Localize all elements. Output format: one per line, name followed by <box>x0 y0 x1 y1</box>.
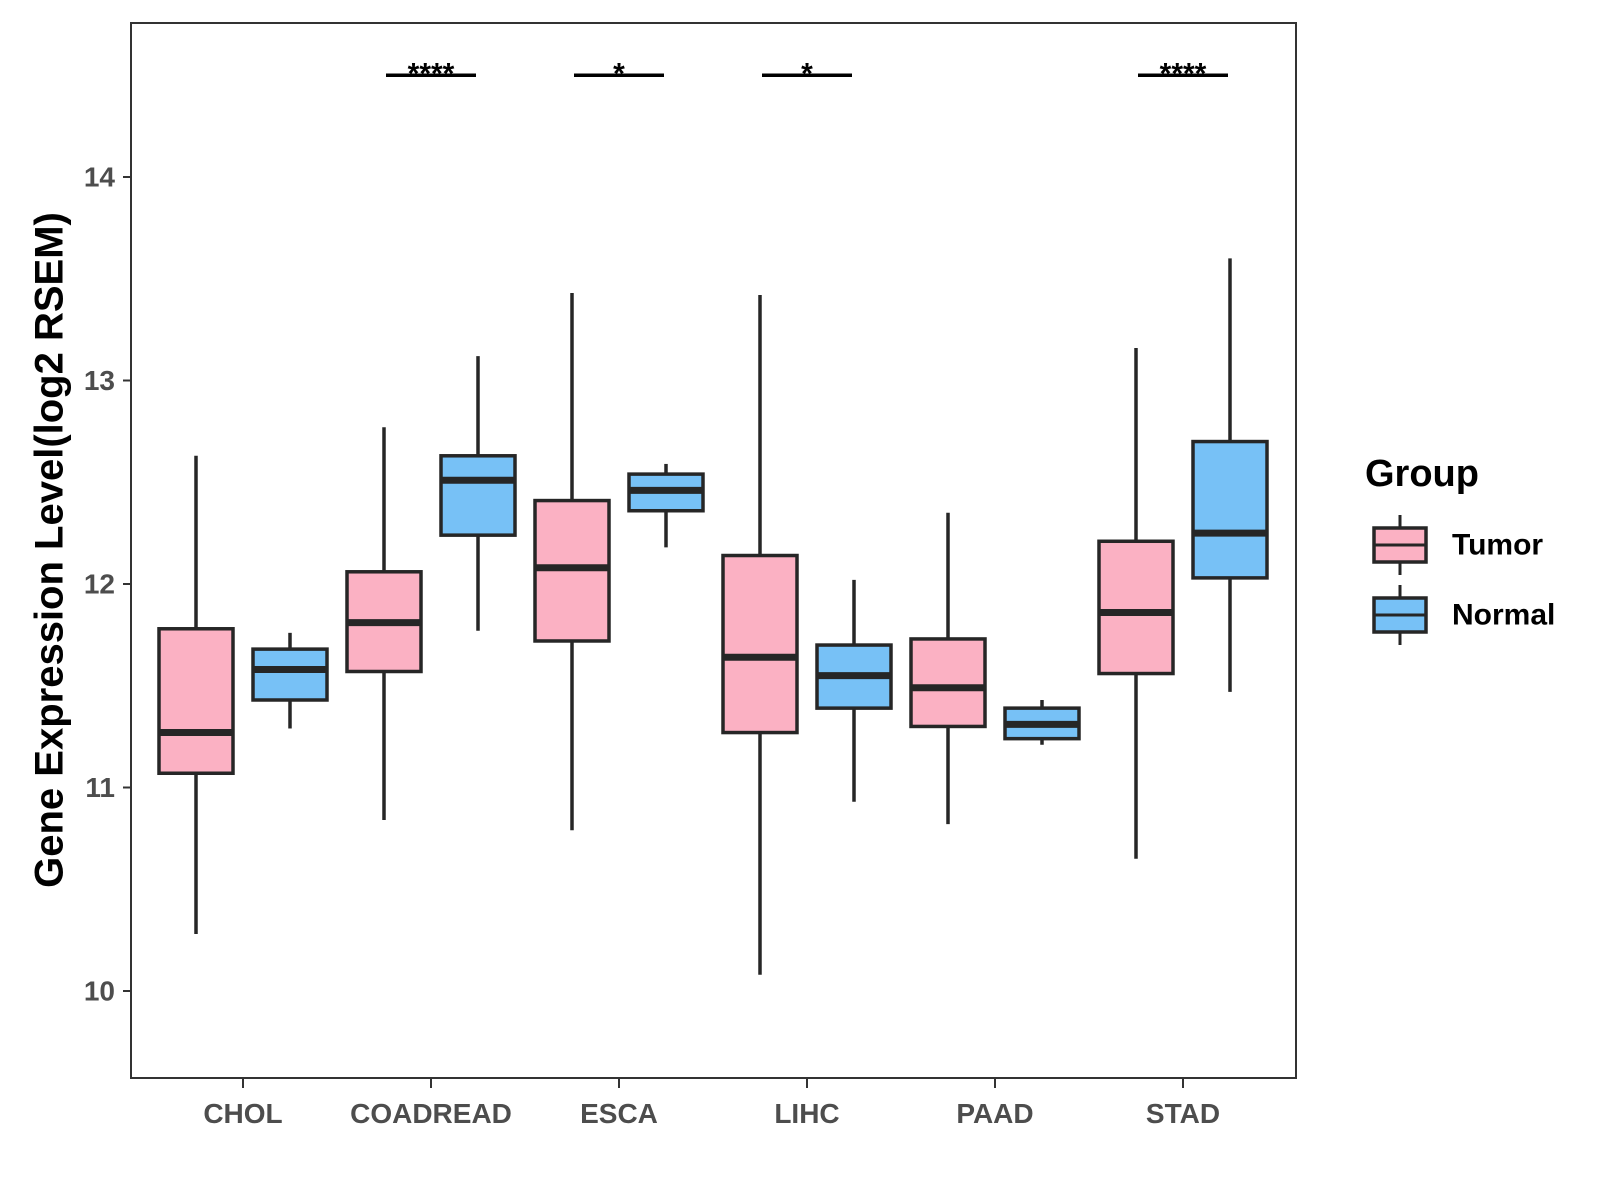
box-normal-lihc <box>815 579 893 802</box>
box-tumor-lihc <box>721 295 799 975</box>
box-iqr <box>721 553 799 735</box>
box-tumor-chol <box>157 455 235 935</box>
box-iqr <box>1097 539 1175 676</box>
y-tick-label: 13 <box>84 365 115 396</box>
box-normal-chol <box>251 632 329 729</box>
legend-label: Tumor <box>1452 529 1543 562</box>
boxes-layer <box>157 258 1269 975</box>
box-normal-paad <box>1003 699 1081 745</box>
legend-label: Normal <box>1452 599 1555 632</box>
box-iqr <box>909 637 987 729</box>
x-tick-label: STAD <box>1146 1098 1220 1129</box>
box-tumor-coadread <box>345 427 423 821</box>
box-iqr <box>439 454 517 537</box>
significance-label: * <box>613 57 625 90</box>
x-tick-label: LIHC <box>774 1098 839 1129</box>
y-tick-label: 11 <box>85 772 115 803</box>
box-normal-stad <box>1191 258 1269 692</box>
box-iqr <box>1191 439 1269 580</box>
x-tick-label: PAAD <box>956 1098 1033 1129</box>
box-normal-coadread <box>439 356 517 631</box>
y-axis: 10 11 12 13 14 <box>84 162 131 1007</box>
y-tick-label: 10 <box>84 976 115 1007</box>
legend-title: Group <box>1365 453 1479 495</box>
x-tick-label: CHOL <box>203 1098 282 1129</box>
significance-layer: **** * * **** <box>386 57 1228 90</box>
legend: Group Tumor Normal <box>1365 453 1555 645</box>
significance-label: **** <box>408 57 455 90</box>
y-tick-label: 14 <box>84 162 116 193</box>
legend-item-normal: Normal <box>1372 585 1555 645</box>
box-tumor-paad <box>909 512 987 825</box>
significance-label: **** <box>1160 57 1207 90</box>
significance-label: * <box>801 57 813 90</box>
x-axis: CHOL COADREAD ESCA LIHC PAAD STAD <box>203 1078 1220 1129</box>
box-iqr <box>157 627 235 776</box>
legend-item-tumor: Tumor <box>1372 515 1543 575</box>
box-iqr <box>251 647 329 702</box>
x-tick-label: ESCA <box>580 1098 658 1129</box>
y-tick-label: 12 <box>84 569 115 600</box>
box-normal-esca <box>627 463 705 548</box>
box-tumor-esca <box>533 292 611 831</box>
box-tumor-stad <box>1097 347 1175 859</box>
x-tick-label: COADREAD <box>350 1098 512 1129</box>
y-axis-title: Gene Expression Level(log2 RSEM) <box>28 212 72 888</box>
